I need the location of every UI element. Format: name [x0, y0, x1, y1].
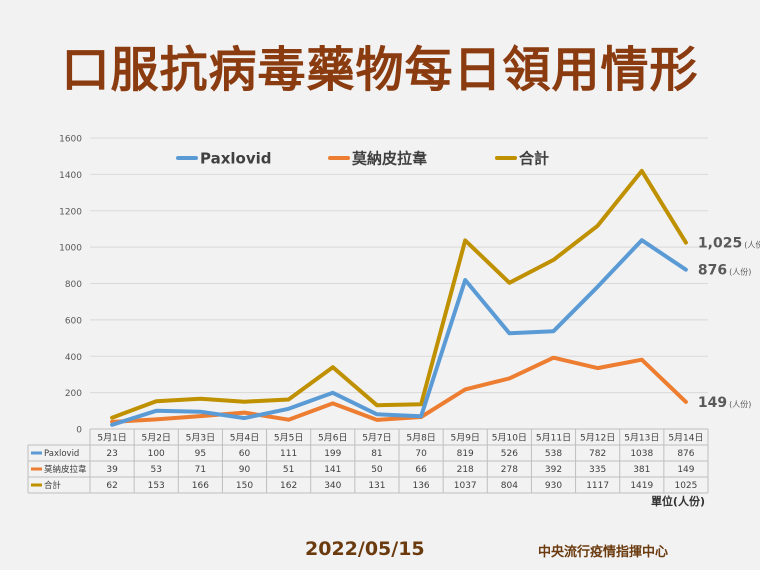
category-label: 5月8日	[406, 433, 435, 444]
y-tick-label: 1000	[59, 244, 82, 254]
legend: Paxlovid 莫納皮拉韋 合計	[176, 150, 549, 168]
table-cell: 153	[148, 481, 165, 491]
end-label-unit: (人份)	[729, 399, 751, 409]
category-label: 5月11日	[536, 433, 571, 444]
y-tick-label: 1400	[59, 171, 82, 181]
y-tick-label: 800	[65, 280, 82, 290]
category-label: 5月12日	[580, 433, 615, 444]
table-cell: 335	[589, 465, 606, 475]
table-cell: 149	[677, 465, 694, 475]
table-cell: 23	[106, 449, 117, 459]
unit-note: 單位(人份)	[650, 495, 705, 508]
legend-label: Paxlovid	[200, 150, 272, 168]
category-label: 5月3日	[186, 433, 215, 444]
table-cell: 381	[633, 465, 650, 475]
y-tick-label: 200	[65, 389, 82, 399]
category-label: 5月1日	[97, 433, 126, 444]
table-series-label: Paxlovid	[44, 449, 79, 459]
end-label: 876 (人份)	[698, 263, 751, 279]
table-cell: 62	[106, 481, 117, 491]
table-cell: 930	[545, 481, 562, 491]
table-cell: 141	[324, 465, 341, 475]
table-cell: 526	[501, 449, 518, 459]
category-label: 5月2日	[141, 433, 170, 444]
table-cell: 53	[150, 465, 161, 475]
y-tick-label: 1200	[59, 207, 82, 217]
legend-label: 莫納皮拉韋	[352, 150, 427, 168]
series-line	[110, 238, 688, 427]
table-cell: 60	[239, 449, 251, 459]
table-cell: 81	[371, 449, 382, 459]
table-cell: 136	[412, 481, 429, 491]
category-label: 5月7日	[362, 433, 391, 444]
category-label: 5月9日	[450, 433, 479, 444]
end-label-value: 149	[698, 395, 727, 411]
series-line	[110, 168, 688, 420]
table-cell: 70	[415, 449, 427, 459]
table-cell: 131	[368, 481, 385, 491]
table-cell: 100	[148, 449, 165, 459]
category-label: 5月5日	[274, 433, 303, 444]
table-cell: 39	[106, 465, 118, 475]
table-series-label: 莫納皮拉韋	[44, 464, 87, 475]
category-label: 5月4日	[230, 433, 259, 444]
page-title: 口服抗病毒藥物每日領用情形	[61, 42, 699, 98]
table-cell: 71	[195, 465, 206, 475]
table-cell: 90	[239, 465, 251, 475]
table-cell: 876	[677, 449, 694, 459]
end-label-unit: (人份)	[744, 240, 760, 250]
table-cell: 340	[324, 481, 341, 491]
series-lines	[110, 168, 688, 427]
table-cell: 804	[501, 481, 518, 491]
table-cell: 95	[195, 449, 206, 459]
end-label-unit: (人份)	[729, 267, 751, 277]
table-cell: 392	[545, 465, 562, 475]
category-label: 5月6日	[318, 433, 347, 444]
table-cell: 1037	[454, 481, 477, 491]
table-cell: 66	[415, 465, 427, 475]
category-label: 5月13日	[624, 433, 659, 444]
gridlines	[90, 137, 708, 394]
source-footer: 中央流行疫情指揮中心	[538, 545, 669, 560]
category-label: 5月10日	[492, 433, 527, 444]
y-tick-label: 0	[76, 426, 82, 436]
y-tick-label: 400	[65, 353, 82, 363]
end-label: 1,025(人份)	[698, 236, 760, 252]
table-cell: 1419	[630, 481, 653, 491]
end-labels: 1,025(人份)876(人份)149(人份)	[698, 236, 760, 411]
table-cell: 1038	[630, 449, 653, 459]
table-cell: 218	[457, 465, 474, 475]
table-cell: 50	[371, 465, 383, 475]
y-tick-label: 1600	[59, 135, 82, 145]
category-label: 5月14日	[668, 433, 703, 444]
table-cell: 150	[236, 481, 253, 491]
table-cell: 51	[283, 465, 294, 475]
end-label: 149 (人份)	[698, 395, 751, 411]
table-cell: 782	[589, 449, 606, 459]
table-cell: 538	[545, 449, 562, 459]
series-line	[110, 355, 688, 424]
table-cell: 278	[501, 465, 518, 475]
end-label-value: 1,025	[698, 236, 742, 252]
y-tick-label: 600	[65, 316, 82, 326]
table-cell: 162	[280, 481, 297, 491]
date-footer: 2022/05/15	[305, 538, 425, 560]
table-cell: 1117	[586, 481, 609, 491]
table-cell: 166	[192, 481, 209, 491]
table-cell: 1025	[674, 481, 697, 491]
table-cell: 111	[280, 449, 297, 459]
table-cell: 199	[324, 449, 341, 459]
y-axis-ticks: 0 200 400 600 800 1000 1200 1400 1600	[59, 135, 82, 436]
legend-label: 合計	[518, 150, 549, 168]
table-cell: 819	[457, 449, 474, 459]
table-series-label: 合計	[44, 480, 62, 491]
end-label-value: 876	[698, 263, 727, 279]
data-table: 5月1日 5月2日 5月3日 5月4日 5月5日 5月6日 5月7日 5月8日 5月9日 5月10…	[27, 428, 709, 494]
